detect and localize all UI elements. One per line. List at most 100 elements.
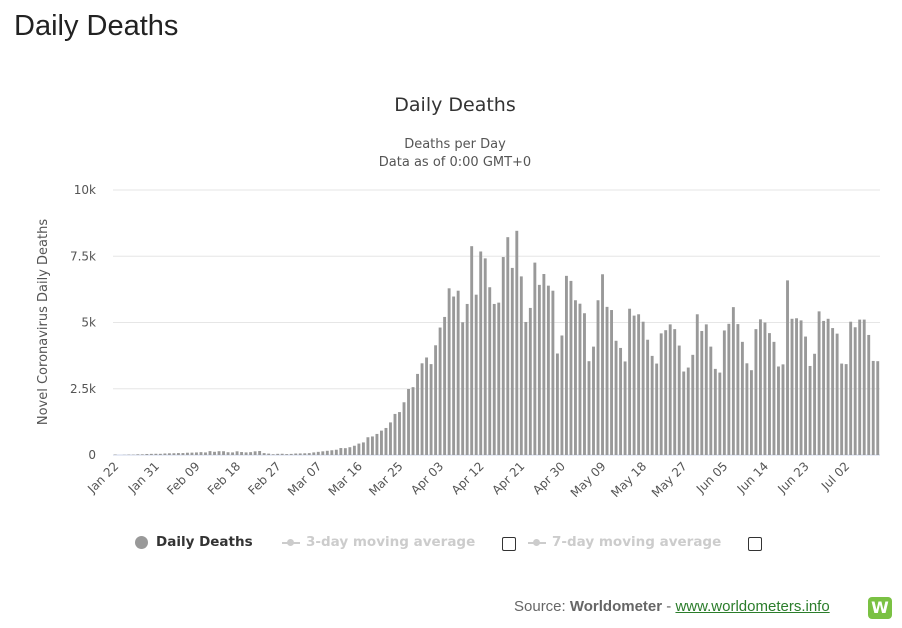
bar[interactable] (646, 339, 650, 455)
bar[interactable] (181, 453, 185, 455)
bar[interactable] (389, 422, 392, 455)
bar[interactable] (799, 320, 803, 455)
bar[interactable] (722, 330, 726, 455)
bar[interactable] (754, 329, 758, 456)
bar[interactable] (650, 355, 654, 455)
bar[interactable] (858, 319, 862, 455)
bar[interactable] (258, 451, 262, 455)
bar[interactable] (786, 280, 789, 455)
bar[interactable] (537, 284, 541, 455)
bar[interactable] (844, 364, 848, 455)
bar[interactable] (222, 451, 225, 455)
bar[interactable] (876, 361, 880, 455)
bar[interactable] (542, 274, 546, 455)
bar[interactable] (429, 364, 433, 455)
bar[interactable] (704, 324, 708, 455)
bar[interactable] (596, 300, 600, 455)
bar[interactable] (213, 451, 216, 455)
bar[interactable] (158, 453, 162, 455)
bar[interactable] (262, 453, 266, 455)
bar[interactable] (416, 373, 419, 455)
bar[interactable] (551, 290, 555, 455)
bar[interactable] (321, 451, 325, 455)
bar[interactable] (145, 453, 149, 455)
bar[interactable] (483, 258, 487, 455)
bar[interactable] (285, 454, 289, 455)
bar[interactable] (375, 433, 379, 455)
bar[interactable] (307, 453, 311, 455)
bar[interactable] (470, 246, 474, 455)
bar[interactable] (560, 335, 564, 455)
bar[interactable] (835, 333, 839, 455)
bar[interactable] (411, 387, 415, 455)
bar[interactable] (343, 448, 347, 455)
bar[interactable] (140, 454, 144, 455)
bar[interactable] (208, 451, 212, 455)
bar[interactable] (768, 333, 771, 455)
bar[interactable] (398, 412, 401, 455)
bar[interactable] (402, 402, 406, 455)
bar[interactable] (641, 321, 645, 455)
bar[interactable] (813, 353, 817, 455)
bar[interactable] (528, 307, 532, 455)
bar[interactable] (731, 307, 735, 455)
bar[interactable] (195, 452, 198, 455)
bar[interactable] (190, 452, 194, 455)
bar[interactable] (623, 361, 627, 455)
bar[interactable] (217, 451, 221, 455)
bar[interactable] (348, 447, 352, 455)
bar[interactable] (443, 316, 447, 455)
bar[interactable] (271, 454, 275, 455)
bar[interactable] (492, 303, 496, 455)
bar[interactable] (592, 346, 595, 455)
bar[interactable] (316, 451, 320, 455)
bar[interactable] (655, 363, 659, 455)
bar[interactable] (677, 345, 681, 455)
legend-item-3-day-moving-average[interactable]: 3-day moving average (282, 534, 475, 550)
bar[interactable] (506, 237, 510, 455)
bar[interactable] (574, 300, 577, 455)
bar[interactable] (434, 345, 438, 455)
bar[interactable] (294, 453, 298, 455)
bar[interactable] (186, 452, 189, 455)
bar[interactable] (795, 318, 798, 455)
bar[interactable] (736, 324, 740, 455)
bar[interactable] (366, 437, 370, 455)
bar[interactable] (871, 360, 875, 455)
bar[interactable] (587, 361, 591, 455)
bar[interactable] (695, 314, 699, 455)
bar[interactable] (569, 280, 573, 455)
bar[interactable] (240, 452, 244, 455)
bar[interactable] (519, 276, 523, 455)
bar[interactable] (546, 285, 550, 455)
bar[interactable] (325, 450, 329, 455)
legend-item-7-day-moving-average[interactable]: 7-day moving average (528, 534, 721, 550)
bar[interactable] (713, 368, 717, 456)
bar[interactable] (758, 319, 762, 455)
bar[interactable] (199, 452, 203, 455)
source-link[interactable]: www.worldometers.info (675, 598, 830, 615)
bar[interactable] (718, 372, 722, 455)
bar[interactable] (804, 336, 807, 455)
bar[interactable] (817, 311, 821, 455)
bar[interactable] (578, 303, 582, 455)
bar[interactable] (777, 366, 780, 455)
bar[interactable] (686, 367, 690, 455)
toggle-7-day-average-checkbox[interactable] (748, 537, 762, 551)
bar[interactable] (682, 371, 686, 455)
bar[interactable] (515, 230, 519, 455)
bar[interactable] (822, 320, 826, 455)
bar[interactable] (380, 430, 383, 455)
bar[interactable] (555, 353, 559, 456)
bar[interactable] (167, 453, 171, 455)
bar[interactable] (673, 329, 677, 456)
bar[interactable] (447, 288, 451, 455)
bar[interactable] (407, 389, 410, 455)
bar[interactable] (664, 330, 668, 455)
toggle-3-day-average-checkbox[interactable] (502, 537, 516, 551)
bar[interactable] (628, 308, 632, 455)
bar[interactable] (790, 318, 794, 455)
bar[interactable] (226, 452, 230, 455)
bar[interactable] (276, 453, 280, 455)
bar[interactable] (840, 363, 844, 455)
